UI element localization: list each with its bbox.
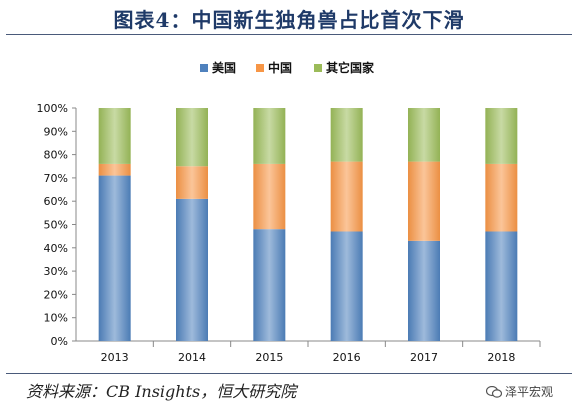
- bar-中国-2018: [485, 163, 518, 232]
- legend: 美国 中国 其它国家: [200, 60, 375, 75]
- x-tick-label: 2017: [410, 351, 438, 364]
- bar-其它国家-2015: [253, 108, 286, 164]
- y-tick-label: 90%: [44, 125, 68, 138]
- y-tick-label: 10%: [44, 312, 68, 325]
- bar-其它国家-2016: [330, 108, 363, 162]
- wechat-icon: [486, 385, 502, 398]
- logo-text: 泽平宏观: [505, 385, 554, 399]
- title-rule: [6, 34, 572, 35]
- bar-美国-2017: [408, 240, 440, 341]
- bar-美国-2018: [485, 231, 518, 341]
- y-tick-label: 0%: [51, 335, 68, 348]
- y-tick-label: 100%: [37, 102, 68, 115]
- x-tick-label: 2013: [101, 351, 129, 364]
- legend-label-美国: 美国: [212, 60, 236, 75]
- x-tick-label: 2018: [487, 351, 515, 364]
- stacked-bar-chart: 美国 中国 其它国家 0% 10% 20% 30% 40% 50% 60% 70% 80% 90% 10…: [37, 60, 541, 364]
- bar-中国-2017: [408, 161, 440, 241]
- axes: 0% 10% 20% 30% 40% 50% 60% 70% 80% 90% 100% 2013 201…: [37, 102, 541, 364]
- bar-美国-2014: [176, 198, 208, 341]
- bar-美国-2016: [330, 231, 363, 341]
- wechat-logo: 泽平宏观: [486, 383, 553, 400]
- bar-中国-2013: [98, 163, 131, 176]
- legend-label-其它国家: 其它国家: [326, 60, 375, 75]
- bar-美国-2015: [253, 229, 286, 341]
- y-tick-label: 40%: [44, 242, 68, 255]
- legend-swatch-中国: [256, 64, 264, 72]
- legend-label-中国: 中国: [268, 60, 292, 75]
- bar-其它国家-2017: [408, 108, 440, 162]
- y-tick-label: 20%: [44, 288, 68, 301]
- figure-title: 图表4：中国新生独角兽占比首次下滑: [113, 8, 465, 32]
- source-rule: [6, 373, 572, 374]
- y-tick-label: 70%: [44, 172, 68, 185]
- bar-其它国家-2018: [485, 108, 518, 164]
- legend-swatch-其它国家: [314, 64, 322, 72]
- bar-美国-2013: [98, 175, 131, 341]
- x-tick-label: 2016: [333, 351, 361, 364]
- y-tick-label: 80%: [44, 149, 68, 162]
- x-tick-label: 2015: [255, 351, 283, 364]
- y-tick-label: 60%: [44, 195, 68, 208]
- bar-其它国家-2013: [98, 108, 131, 164]
- bar-中国-2014: [176, 166, 208, 199]
- y-tick-label: 30%: [44, 265, 68, 278]
- bar-中国-2016: [330, 161, 363, 232]
- bar-中国-2015: [253, 163, 286, 230]
- bars: [98, 108, 518, 341]
- x-tick-label: 2014: [178, 351, 206, 364]
- y-tick-label: 50%: [44, 219, 68, 232]
- source-note: 资料来源：CB Insights，恒大研究院: [26, 382, 297, 401]
- legend-swatch-美国: [200, 64, 208, 72]
- bar-其它国家-2014: [176, 108, 208, 167]
